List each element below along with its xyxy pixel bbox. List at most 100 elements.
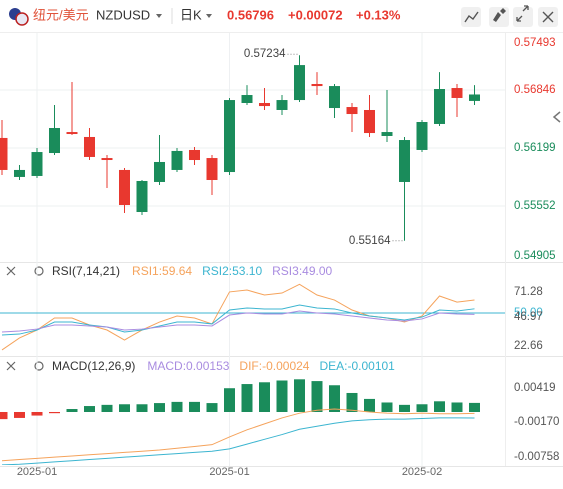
panel — [0, 379, 480, 465]
panel — [0, 55, 505, 241]
indicator-line — [1, 304, 475, 336]
histogram-bar — [259, 382, 270, 412]
candle-body — [311, 83, 323, 87]
candle-body — [434, 89, 445, 124]
histogram-bar — [136, 404, 148, 412]
indicator-line — [1, 310, 475, 333]
close-icon[interactable] — [6, 361, 16, 371]
candle-body — [49, 128, 60, 154]
candle-body — [399, 140, 410, 182]
macd-header: MACD(12,26,9) — [6, 359, 135, 373]
candle-body — [66, 132, 78, 135]
y-tick-label: 46.97 — [514, 311, 543, 323]
legend-entry: MACD:0.00153 — [147, 359, 229, 373]
histogram-bar — [276, 380, 288, 412]
histogram-bar — [84, 406, 95, 412]
candle-body — [346, 107, 358, 115]
candle-body — [14, 169, 25, 177]
low-annotation: 0.55164 — [349, 235, 391, 247]
symbol[interactable]: NZDUSD — [96, 7, 150, 22]
candle-body — [364, 109, 375, 134]
histogram-bar — [434, 401, 445, 412]
histogram-bar — [171, 401, 183, 412]
x-tick-label: 2025-02 — [402, 466, 442, 478]
histogram-bar — [241, 384, 253, 412]
price-change: +0.00072 — [288, 7, 343, 22]
legend-entry: RSI3:49.00 — [272, 264, 332, 278]
histogram-bar — [206, 403, 218, 412]
histogram-bar — [469, 402, 480, 412]
histogram-bar — [0, 411, 8, 420]
candle-body — [224, 100, 235, 173]
y-tick-label: 0.56846 — [514, 84, 556, 96]
candle-body — [451, 88, 463, 98]
y-tick-label: 0.55552 — [514, 200, 556, 212]
top-bar: 纽元/美元 NZDUSD 日K 0.56796 +0.00072 +0.13% — [0, 5, 563, 33]
indicator-line — [1, 417, 475, 465]
y-tick-label: 22.66 — [514, 340, 543, 352]
candle-body — [381, 132, 393, 136]
candle-body — [206, 158, 218, 181]
histogram-bar — [14, 411, 25, 418]
toolbar[interactable] — [461, 5, 558, 27]
histogram-bar — [49, 411, 60, 414]
y-tick-label: 0.57493 — [514, 37, 556, 49]
histogram-bar — [399, 404, 410, 412]
plot-layer: 0.57493 0.56846 0.56199 0.55552 0.54905 2025-… — [0, 33, 559, 478]
period[interactable]: 日K — [180, 7, 202, 22]
x-tick-label: 2025-01 — [17, 466, 57, 478]
candle-body — [101, 158, 113, 161]
legend-entry: DEA:-0.00101 — [319, 359, 395, 373]
candle-body — [329, 86, 340, 109]
candle-body — [241, 95, 253, 103]
indicator-line — [1, 408, 475, 462]
candle-body — [154, 161, 165, 182]
candle-body — [171, 150, 183, 170]
histogram-bar — [31, 411, 43, 416]
histogram-bar — [294, 379, 305, 412]
legend-entry: RSI2:53.10 — [202, 264, 262, 278]
candle-body — [189, 149, 200, 161]
y-tick-label: -0.00170 — [514, 416, 559, 428]
candle-body — [276, 100, 288, 110]
pair-name[interactable]: 纽元/美元 — [33, 7, 89, 22]
indicator-title: RSI(7,14,21) — [52, 264, 120, 278]
close-icon[interactable] — [6, 266, 16, 276]
candle-body — [259, 102, 270, 107]
dropdown-icon[interactable] — [156, 14, 162, 18]
histogram-bar — [329, 385, 340, 412]
histogram-bar — [346, 392, 358, 412]
histogram-bar — [416, 404, 428, 412]
candle-body — [31, 152, 43, 176]
y-tick-label: 0.00419 — [514, 382, 556, 394]
histogram-bar — [119, 404, 130, 412]
histogram-bar — [189, 401, 200, 412]
dropdown-icon[interactable] — [206, 14, 212, 18]
histogram-bar — [381, 402, 393, 412]
y-tick-label: 0.54905 — [514, 250, 556, 262]
candle-body — [416, 122, 428, 150]
rsi-header: RSI(7,14,21) — [6, 264, 120, 278]
candle-body — [136, 180, 148, 213]
candle-body — [294, 65, 305, 101]
histogram-bar — [224, 388, 235, 412]
histogram-bar — [66, 409, 78, 412]
indicator-title: MACD(12,26,9) — [52, 359, 135, 373]
legend-entry: RSI1:59.64 — [132, 264, 192, 278]
histogram-bar — [154, 403, 165, 412]
legend-entry: DIF:-0.00024 — [239, 359, 309, 373]
histogram-bar — [451, 402, 463, 412]
y-tick-label: 0.56199 — [514, 142, 556, 154]
candle-body — [84, 136, 95, 157]
settings-icon[interactable] — [34, 361, 44, 371]
flag-icon — [9, 8, 29, 26]
candle-body — [0, 137, 8, 170]
collapse-arrow[interactable] — [552, 111, 561, 123]
histogram-bar — [364, 398, 375, 412]
settings-icon[interactable] — [34, 266, 44, 276]
candle-body — [469, 94, 480, 101]
y-tick-label: 71.28 — [514, 286, 543, 298]
panel — [0, 283, 505, 351]
